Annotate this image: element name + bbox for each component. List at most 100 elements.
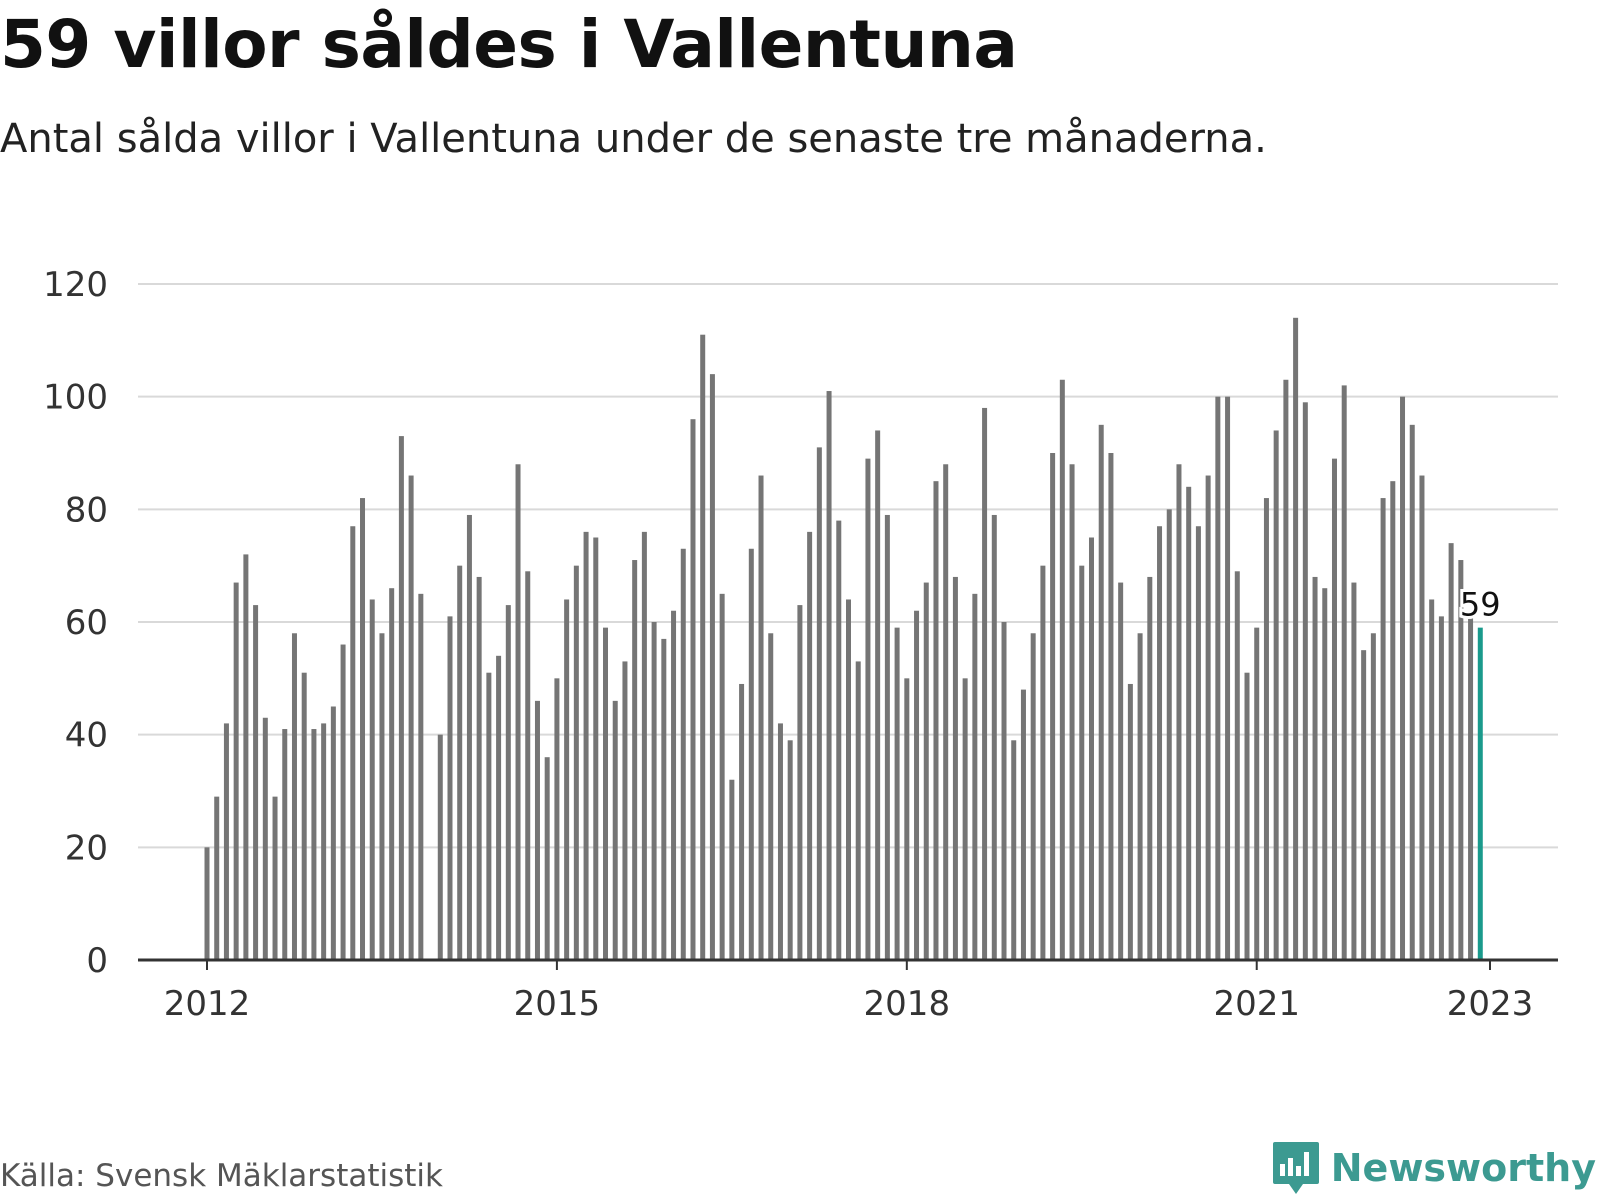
- bar: [729, 779, 735, 960]
- y-tick-label: 0: [86, 941, 108, 981]
- bar: [301, 672, 307, 960]
- bar: [233, 582, 239, 960]
- bar: [340, 644, 346, 960]
- bar: [1011, 740, 1017, 960]
- bar: [904, 678, 910, 960]
- bar: [418, 593, 424, 960]
- bar: [1409, 424, 1415, 960]
- highlight-data-label: 59: [1460, 586, 1501, 624]
- bar: [632, 560, 638, 960]
- bar: [243, 554, 249, 960]
- bar: [719, 593, 725, 960]
- bar: [1400, 396, 1406, 961]
- brand: Newsworthy: [1271, 1140, 1596, 1196]
- bar: [1312, 576, 1318, 960]
- bar: [797, 605, 803, 960]
- bar: [865, 458, 871, 960]
- bar: [894, 627, 900, 960]
- bar: [875, 430, 881, 960]
- bar: [379, 633, 385, 960]
- source-note: Källa: Svensk Mäklarstatistik: [0, 1158, 443, 1194]
- bar: [700, 334, 706, 960]
- x-tick-label: 2023: [1447, 984, 1534, 1024]
- newsworthy-logo-icon: [1272, 1142, 1319, 1194]
- bar: [1176, 464, 1182, 960]
- bar: [1273, 430, 1279, 960]
- bar: [1215, 396, 1221, 961]
- bar: [603, 627, 609, 960]
- bar: [1157, 526, 1163, 960]
- bar: [680, 548, 686, 960]
- bar: [612, 700, 618, 960]
- bar: [943, 464, 949, 960]
- bar: [1283, 379, 1289, 960]
- bar: [923, 582, 929, 960]
- y-tick-label: 80: [65, 490, 108, 530]
- bar: [1419, 475, 1425, 960]
- bar: [573, 565, 579, 960]
- bar: [408, 475, 414, 960]
- bar: [437, 734, 443, 960]
- bar: [534, 700, 540, 960]
- bar: [515, 464, 521, 960]
- x-tick-label: 2015: [514, 984, 601, 1024]
- bar: [1331, 458, 1337, 960]
- bar: [884, 514, 890, 960]
- bar: [1137, 633, 1143, 960]
- bar: [1205, 475, 1211, 960]
- bar: [360, 498, 366, 960]
- bar: [466, 514, 472, 960]
- bar: [486, 672, 492, 960]
- bar: [476, 576, 482, 960]
- bar: [1254, 627, 1260, 960]
- bar: [398, 436, 404, 961]
- bar: [1195, 526, 1201, 960]
- bar: [709, 374, 715, 961]
- bar: [777, 723, 783, 960]
- bar: [758, 475, 764, 960]
- bar: [554, 678, 560, 960]
- bar: [1147, 576, 1153, 960]
- bar: [816, 447, 822, 960]
- bar: [1244, 672, 1250, 960]
- bar: [457, 565, 463, 960]
- bar: [1127, 683, 1133, 960]
- bar: [952, 576, 958, 960]
- y-tick-label: 40: [65, 716, 108, 756]
- bar: [1458, 560, 1464, 960]
- bar: [496, 655, 502, 960]
- bar: [1390, 481, 1396, 960]
- bar: [1079, 565, 1085, 960]
- bar: [311, 729, 317, 960]
- bar: [836, 520, 842, 960]
- bar: [1448, 543, 1454, 960]
- bar: [748, 548, 754, 960]
- bar: [622, 661, 628, 960]
- bar: [661, 638, 667, 960]
- bar: [350, 526, 356, 960]
- bar: [525, 571, 531, 960]
- bar: [1108, 453, 1114, 960]
- bar: [1380, 498, 1386, 960]
- bar: [330, 706, 336, 960]
- bar: [641, 531, 647, 960]
- page-subtitle: Antal sålda villor i Vallentuna under de…: [0, 116, 1267, 162]
- bar: [272, 796, 278, 960]
- bar: [1293, 317, 1299, 960]
- bar: [1118, 582, 1124, 960]
- bar: [991, 514, 997, 960]
- bar: [1020, 689, 1026, 960]
- highlight-bar: [1477, 627, 1483, 960]
- bar: [564, 599, 570, 960]
- bar: [651, 622, 657, 960]
- bar: [447, 616, 453, 960]
- bar: [1030, 633, 1036, 960]
- bar: [855, 661, 861, 960]
- bar: [1040, 565, 1046, 960]
- bar: [1098, 424, 1104, 960]
- y-tick-label: 100: [43, 378, 108, 418]
- x-tick-label: 2018: [864, 984, 951, 1024]
- bar: [1263, 498, 1269, 960]
- bar: [982, 407, 988, 960]
- bar: [214, 796, 220, 960]
